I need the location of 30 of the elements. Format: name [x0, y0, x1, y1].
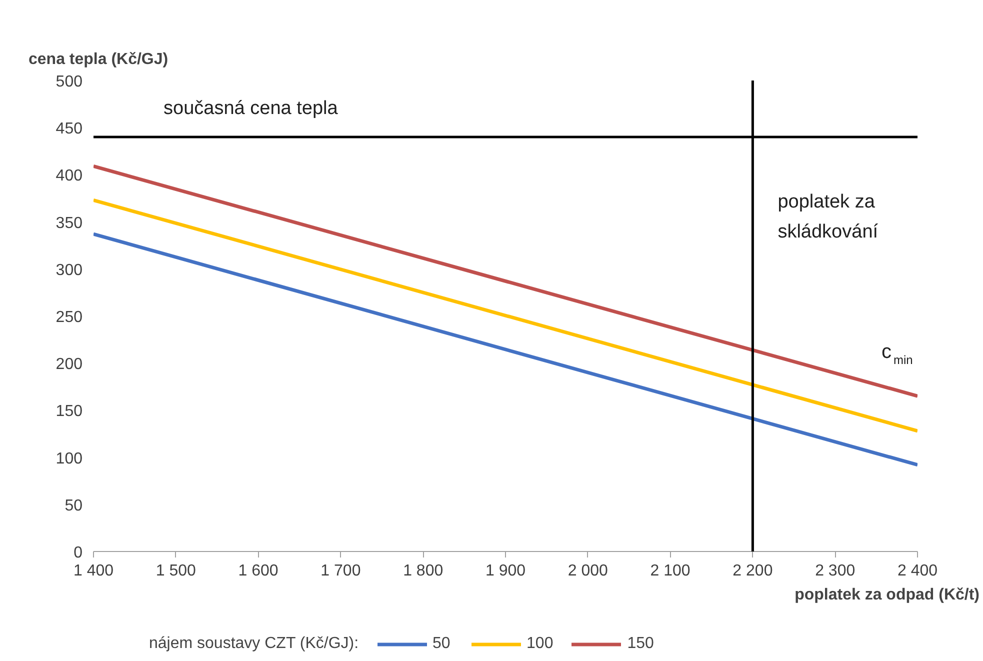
- y-tick-label: 500: [56, 74, 83, 90]
- y-tick-label: 50: [64, 497, 83, 514]
- legend-label: 100: [526, 635, 554, 653]
- y-tick-label: 150: [56, 403, 83, 420]
- legend-label: 150: [627, 635, 654, 653]
- x-axis-title: poplatek za odpad (Kč/t): [794, 586, 980, 604]
- y-tick-label: 250: [56, 309, 83, 326]
- x-tick-label: 2 200: [732, 562, 773, 580]
- x-tick-label: 1 600: [238, 562, 278, 580]
- x-tick-label: 1 400: [73, 562, 114, 580]
- ref-line-label: poplatek za skládkování: [778, 191, 879, 242]
- x-tick-label: 2 400: [897, 562, 938, 580]
- x-tick-label: 2 000: [568, 562, 608, 580]
- y-tick-label: 400: [56, 168, 83, 185]
- y-tick-label: 100: [56, 450, 83, 468]
- x-tick-label: 1 500: [156, 562, 196, 580]
- legend-label: 50: [432, 635, 452, 653]
- y-axis-title: cena tepla (Kč/GJ): [28, 51, 168, 68]
- y-tick-label: 300: [56, 262, 83, 279]
- x-tick-label: 1 700: [320, 562, 361, 580]
- x-tick-label: 1 900: [485, 562, 526, 580]
- x-tick-label: 2 100: [650, 562, 690, 580]
- y-tick-label: 0: [74, 544, 83, 562]
- legend-title: nájem soustavy CZT (Kč/GJ):: [149, 635, 359, 653]
- y-tick-label: 350: [56, 214, 83, 232]
- x-tick-label: 1 800: [403, 562, 444, 580]
- ref-line-label: současná cena tepla: [164, 98, 338, 120]
- y-tick-label: 450: [56, 120, 83, 138]
- x-tick-label: 2 300: [815, 562, 856, 580]
- y-tick-label: 200: [56, 356, 83, 374]
